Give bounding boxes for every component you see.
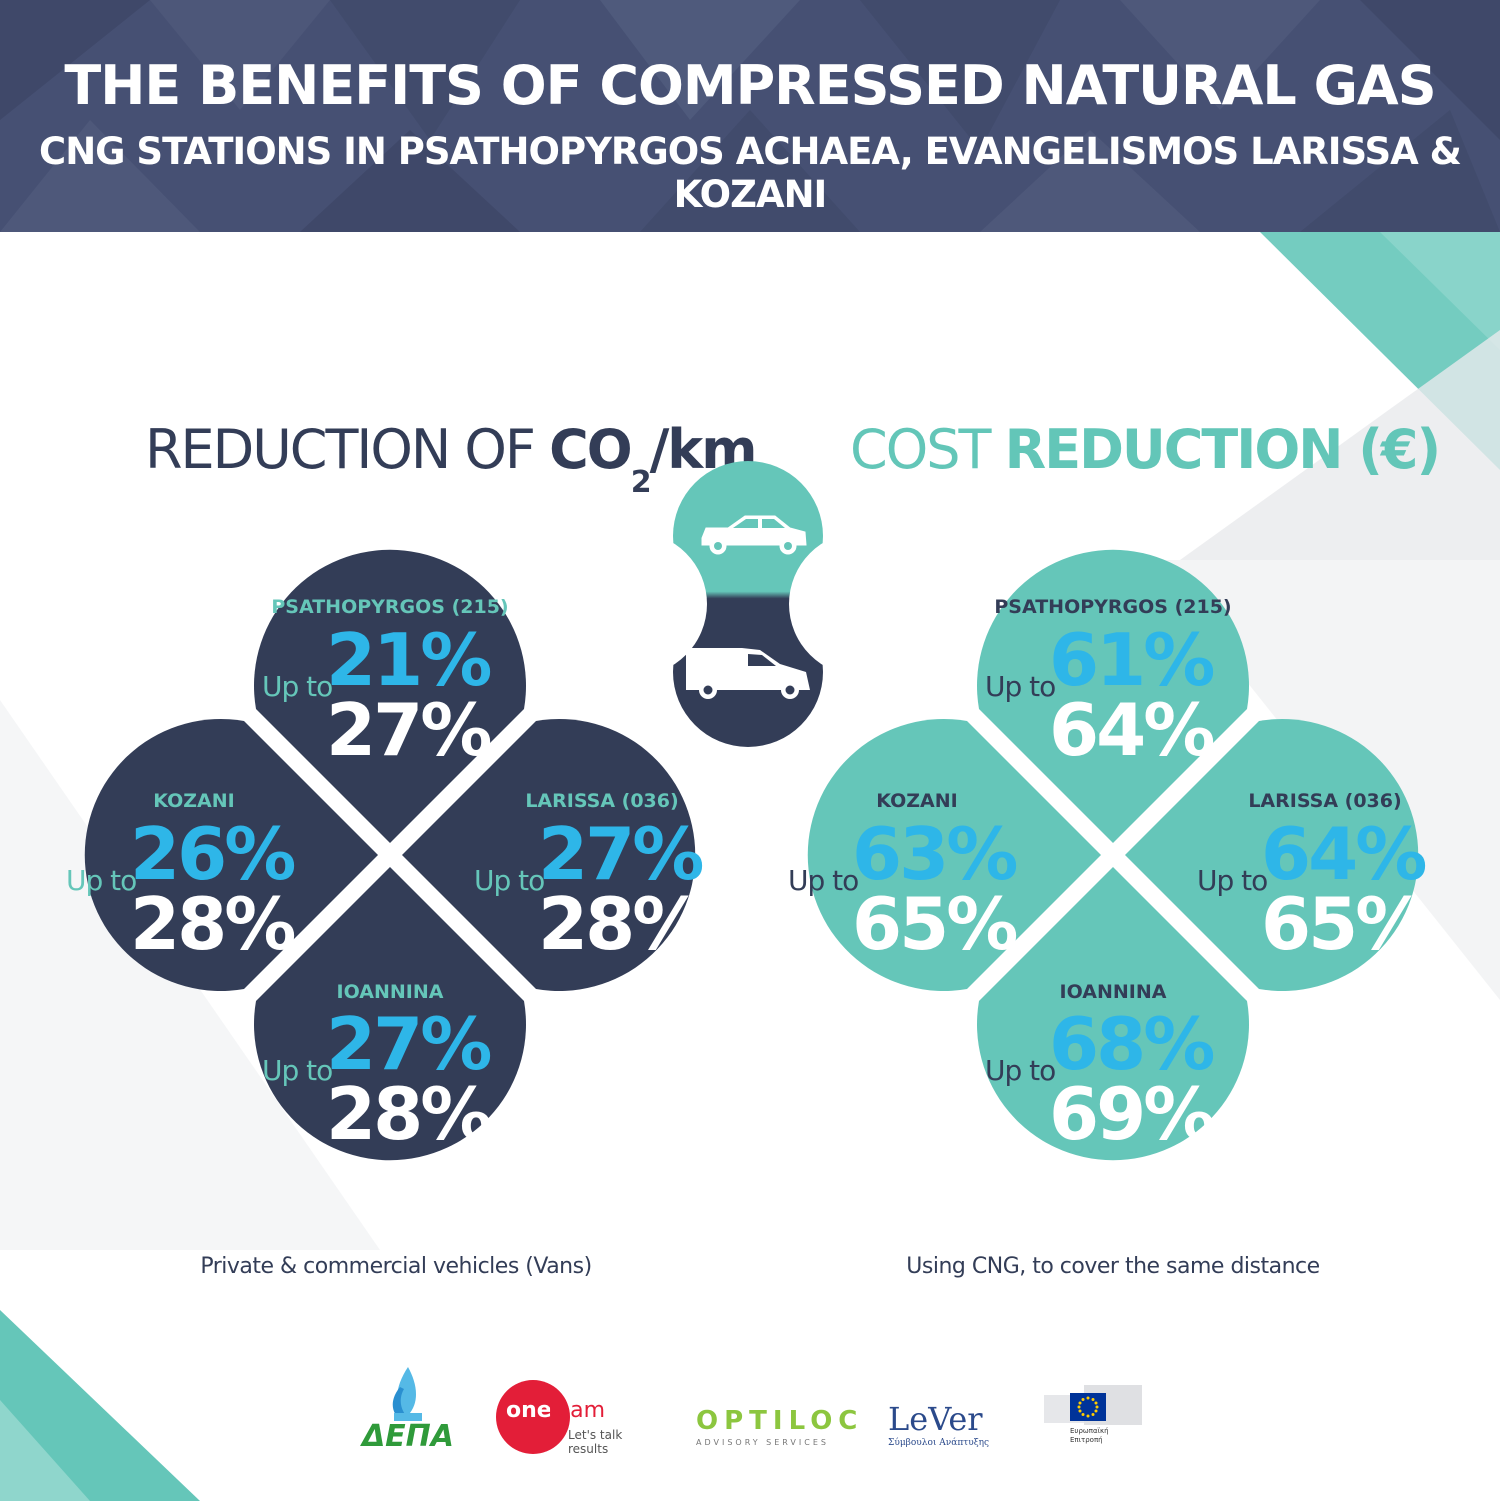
co2-top-van-value: 27% xyxy=(326,688,492,772)
lever-logo: LeVer Σύμβουλοι Ανάπτυξης xyxy=(888,1400,990,1448)
header-banner: THE BENEFITS OF COMPRESSED NATURAL GAS C… xyxy=(0,0,1500,232)
depa-text: ΔΕΠΑ xyxy=(361,1419,455,1454)
page-subtitle: CNG STATIONS IN PSATHOPYRGOS ACHAEA, EVA… xyxy=(39,130,1462,216)
cost-right-upto: Up to xyxy=(1197,864,1268,897)
cost-left-label: KOZANI xyxy=(876,790,958,812)
co2-left-label: KOZANI xyxy=(153,790,235,812)
co2-left-car-value: 26% xyxy=(130,812,296,896)
cost-right-label: LARISSA (036) xyxy=(1248,790,1402,812)
co2-bottom-van-value: 28% xyxy=(326,1072,492,1156)
co2-left-van-value: 28% xyxy=(130,882,296,966)
cost-petal-left xyxy=(807,719,1101,991)
co2-right-label: LARISSA (036) xyxy=(525,790,679,812)
co2-top-label: PSATHOPYRGOS (215) xyxy=(271,596,509,618)
cost-top-car-value: 61% xyxy=(1049,618,1215,702)
co2-caption: Private & commercial vehicles (Vans) xyxy=(200,1254,592,1279)
co2-petal-top xyxy=(254,549,526,843)
vehicle-legend xyxy=(563,461,933,747)
co2-petals xyxy=(84,549,696,1161)
cost-left-car-value: 63% xyxy=(852,812,1018,896)
co2-right-car-value: 27% xyxy=(538,812,704,896)
cost-bottom-van-value: 69% xyxy=(1049,1072,1215,1156)
header-pattern xyxy=(0,0,1500,232)
co2-top-car-value: 21% xyxy=(326,618,492,702)
cost-bottom-car-value: 68% xyxy=(1049,1002,1215,1086)
cost-caption: Using CNG, to cover the same distance xyxy=(906,1254,1320,1279)
co2-right-upto: Up to xyxy=(474,864,545,897)
co2-bottom-upto: Up to xyxy=(262,1054,333,1087)
co2-petal-right xyxy=(402,719,696,992)
co2-left-upto: Up to xyxy=(66,864,137,897)
cost-top-upto: Up to xyxy=(985,670,1056,703)
optiloc-logo: OPTILOC ADVISORY SERVICES xyxy=(696,1406,864,1447)
co2-petal-left xyxy=(84,719,379,991)
cost-right-van-value: 65% xyxy=(1261,882,1427,966)
cost-bottom-label: IOANNINA xyxy=(1059,981,1167,1003)
cost-petal-right xyxy=(1125,719,1419,992)
co2-top-upto: Up to xyxy=(262,670,333,703)
cost-top-van-value: 64% xyxy=(1049,688,1215,772)
van-icon xyxy=(686,648,810,699)
cost-petals xyxy=(807,549,1419,1161)
cost-petal-top xyxy=(977,549,1249,843)
co2-bottom-label: IOANNINA xyxy=(336,981,444,1003)
cost-petal-bottom xyxy=(977,867,1249,1161)
car-icon xyxy=(701,515,807,555)
cost-top-label: PSATHOPYRGOS (215) xyxy=(994,596,1232,618)
page-title: THE BENEFITS OF COMPRESSED NATURAL GAS xyxy=(64,54,1436,117)
eu-commission-logo: Ευρωπαϊκή Επιτροπή xyxy=(1040,1383,1144,1459)
cost-bottom-upto: Up to xyxy=(985,1054,1056,1087)
oneteam-logo: one team Let's talk results xyxy=(496,1380,666,1456)
co2-right-van-value: 28% xyxy=(538,882,704,966)
co2-bottom-car-value: 27% xyxy=(326,1002,492,1086)
cost-left-van-value: 65% xyxy=(852,882,1018,966)
co2-petal-bottom xyxy=(254,867,527,1161)
cost-left-upto: Up to xyxy=(788,864,859,897)
cost-right-car-value: 64% xyxy=(1261,812,1427,896)
depa-logo: ΔΕΠΑ xyxy=(356,1365,460,1455)
cost-section-title: COST REDUCTION (€) xyxy=(850,418,1441,481)
